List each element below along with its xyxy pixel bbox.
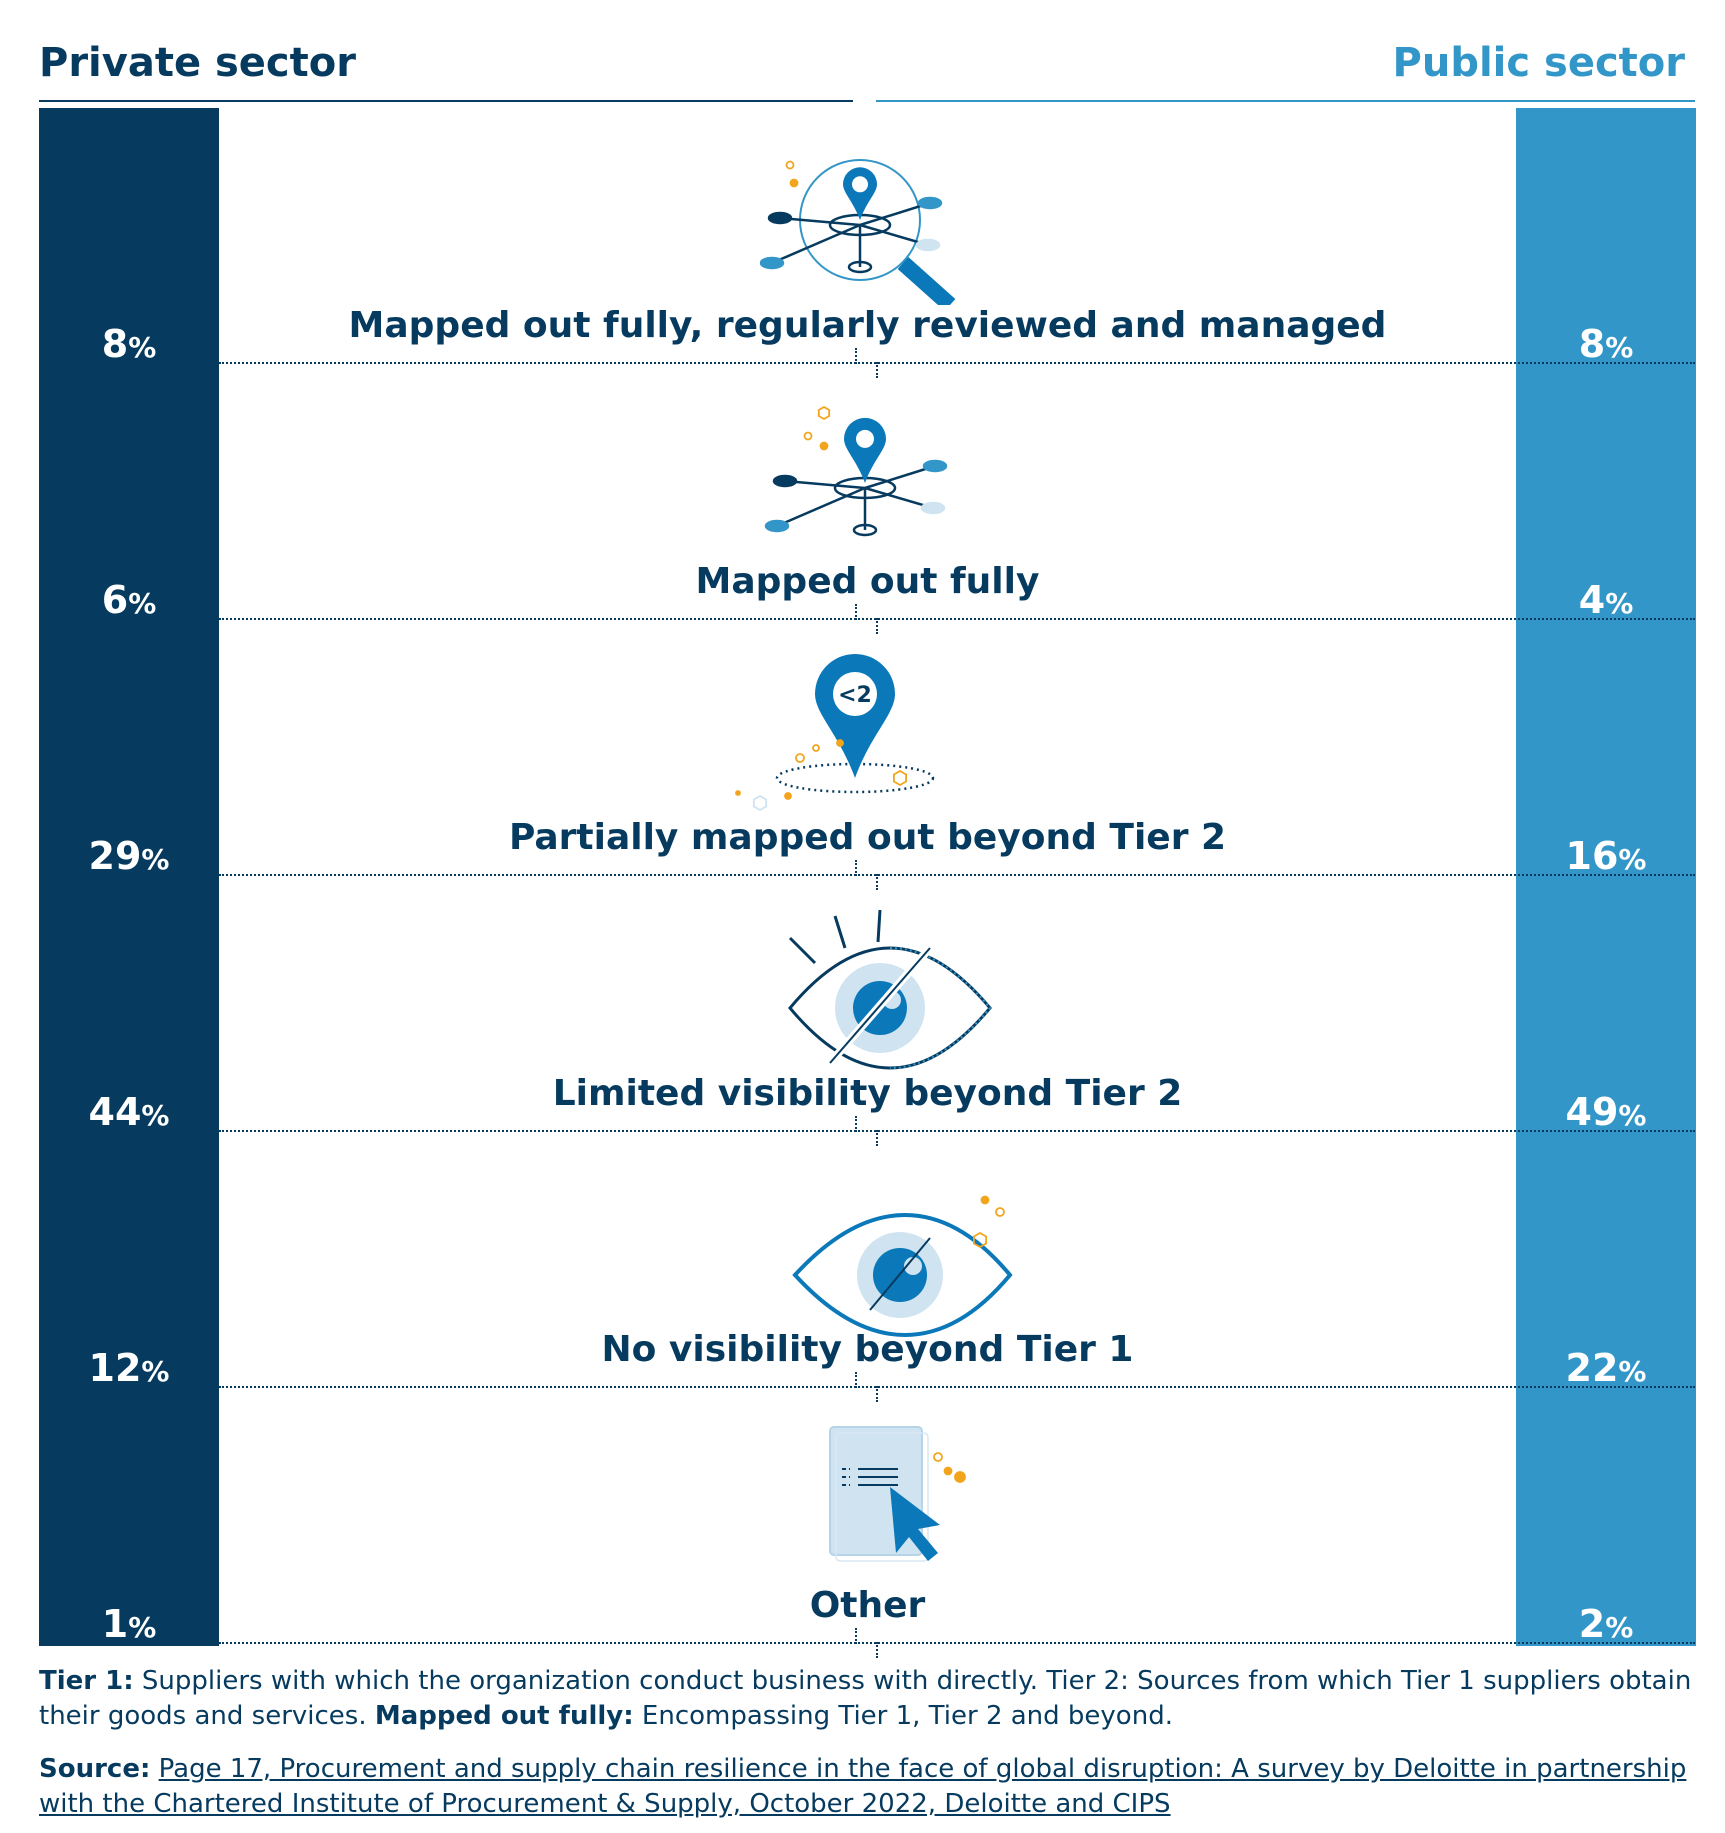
category-label: Limited visibility beyond Tier 2: [552, 1073, 1183, 1114]
percent-sign: %: [141, 1099, 170, 1132]
map-pin-less-than-two-icon: <2: [735, 654, 935, 812]
category-label: No visibility beyond Tier 1: [601, 1329, 1134, 1370]
source-link[interactable]: Page 17, Procurement and supply chain re…: [39, 1754, 1687, 1819]
percent-sign: %: [1605, 587, 1634, 620]
percent-sign: %: [1605, 331, 1634, 364]
source-label: Source:: [39, 1754, 151, 1784]
public-header-rule: [876, 100, 1695, 102]
public-sector-value: 49%: [1516, 1092, 1696, 1136]
row-separator: [219, 362, 1695, 364]
value-number: 44: [88, 1090, 142, 1134]
percent-sign: %: [1605, 1611, 1634, 1644]
row-separator: [219, 618, 1695, 620]
value-number: 6: [101, 578, 129, 622]
private-header-rule: [39, 100, 853, 102]
value-number: 8: [1578, 322, 1606, 366]
private-sector-value: 29%: [39, 836, 219, 880]
category-label: Mapped out fully: [695, 561, 1040, 602]
private-sector-value: 8%: [39, 324, 219, 368]
separator-tick: [876, 618, 878, 634]
separator-tick: [855, 604, 857, 620]
footnote-mapped-label: Mapped out fully:: [374, 1701, 634, 1731]
map-pin-network-icon: [764, 405, 948, 537]
percent-sign: %: [1618, 843, 1647, 876]
category-label: Other: [809, 1585, 926, 1626]
percent-sign: %: [128, 1611, 157, 1644]
pin: [843, 167, 877, 220]
private-sector-column: [39, 108, 219, 1646]
public-sector-column: [1516, 108, 1696, 1646]
public-sector-value: 4%: [1516, 580, 1696, 624]
public-sector-value: 16%: [1516, 836, 1696, 880]
row-separator: [219, 1130, 1695, 1132]
private-sector-value: 12%: [39, 1348, 219, 1392]
map-pin-network-magnifier-icon: [760, 159, 956, 305]
half-dotted-eye-icon: [788, 909, 992, 1070]
footnote-tier1-text: Suppliers with which the organization co…: [39, 1666, 1692, 1731]
value-number: 49: [1565, 1090, 1619, 1134]
value-number: 12: [88, 1346, 142, 1390]
footnote: Tier 1: Suppliers with which the organiz…: [39, 1664, 1699, 1734]
public-sector-header: Public sector: [1392, 40, 1685, 86]
value-number: 1: [101, 1602, 129, 1646]
percent-sign: %: [141, 1355, 170, 1388]
pin: [844, 417, 886, 483]
value-number: 16: [1565, 834, 1619, 878]
category-label: Partially mapped out beyond Tier 2: [508, 817, 1227, 858]
separator-tick: [876, 874, 878, 890]
public-sector-value: 22%: [1516, 1348, 1696, 1392]
private-sector-value: 44%: [39, 1092, 219, 1136]
separator-tick: [855, 348, 857, 364]
crossed-eye-icon: [792, 1195, 1013, 1338]
private-sector-value: 6%: [39, 580, 219, 624]
private-sector-header: Private sector: [39, 40, 356, 86]
footnote-tier1-label: Tier 1:: [39, 1666, 134, 1696]
separator-tick: [855, 860, 857, 876]
private-sector-value: 1%: [39, 1604, 219, 1648]
separator-tick: [855, 1372, 857, 1388]
percent-sign: %: [141, 843, 170, 876]
separator-tick: [876, 1642, 878, 1658]
footnote-mapped-text: Encompassing Tier 1, Tier 2 and beyond.: [633, 1701, 1173, 1731]
row-separator: [219, 1386, 1695, 1388]
value-number: 4: [1578, 578, 1606, 622]
percent-sign: %: [1618, 1355, 1647, 1388]
public-sector-value: 2%: [1516, 1604, 1696, 1648]
value-number: 22: [1565, 1346, 1619, 1390]
percent-sign: %: [1618, 1099, 1647, 1132]
separator-tick: [855, 1116, 857, 1132]
row-separator: [219, 1642, 1695, 1644]
value-number: 29: [88, 834, 142, 878]
separator-tick: [855, 1628, 857, 1644]
category-label: Mapped out fully, regularly reviewed and…: [348, 305, 1387, 346]
public-sector-value: 8%: [1516, 324, 1696, 368]
source-note: Source: Page 17, Procurement and supply …: [39, 1752, 1699, 1822]
percent-sign: %: [128, 331, 157, 364]
document-cursor-icon: [829, 1426, 966, 1562]
separator-tick: [876, 1130, 878, 1146]
value-number: 2: [1578, 1602, 1606, 1646]
separator-tick: [876, 362, 878, 378]
row-separator: [219, 874, 1695, 876]
separator-tick: [876, 1386, 878, 1402]
svg-text:<2: <2: [838, 683, 872, 708]
percent-sign: %: [128, 587, 157, 620]
value-number: 8: [101, 322, 129, 366]
